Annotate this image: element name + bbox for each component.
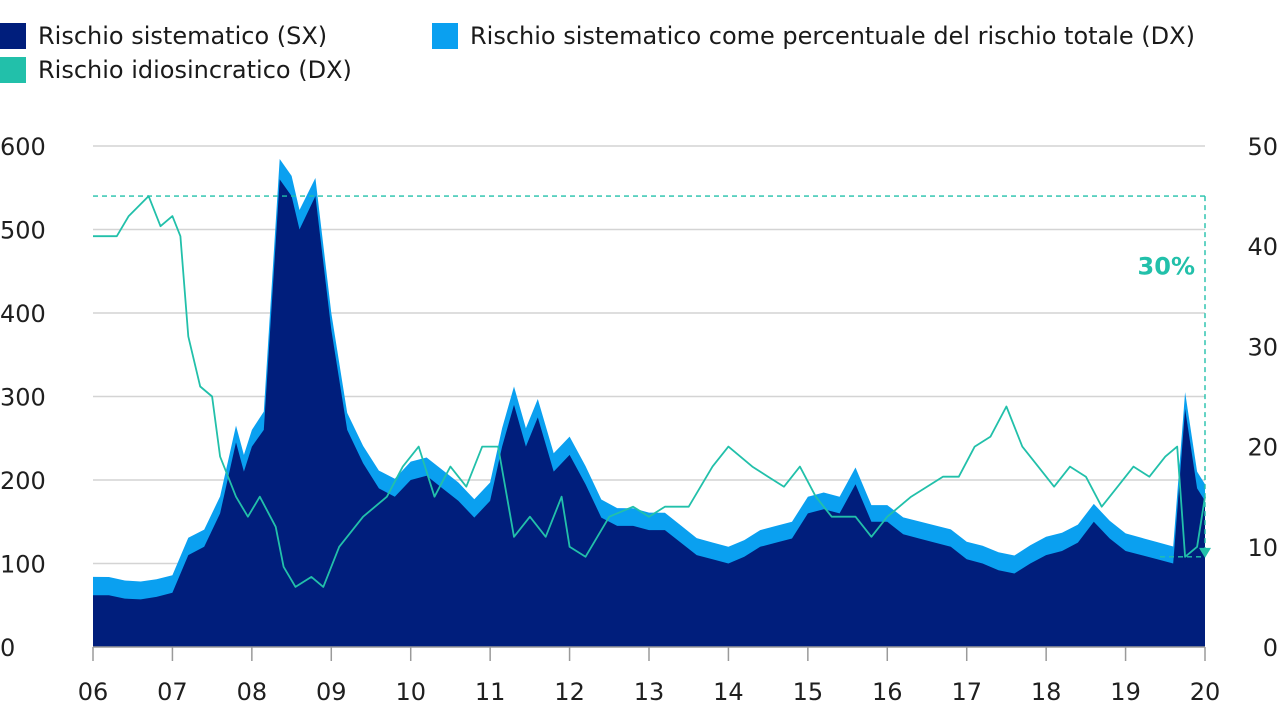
y-right-tick-label: 40: [1247, 233, 1278, 261]
series-area-systematic: [93, 179, 1205, 647]
x-tick-label: 13: [634, 678, 665, 706]
annotation-layer: 30%: [93, 195, 1211, 558]
x-tick-label: 10: [395, 678, 426, 706]
y-left-tick-label: 100: [0, 551, 46, 579]
x-tick-label: 07: [157, 678, 188, 706]
y-right-tick-label: 0: [1263, 634, 1278, 662]
x-tick-label: 14: [713, 678, 744, 706]
x-tick-label: 09: [316, 678, 347, 706]
legend-label-systematic: Rischio sistematico (SX): [38, 22, 328, 50]
legend-swatch-idiosyncratic: [0, 57, 26, 83]
chart-legend: Rischio sistematico (SX) Rischio idiosin…: [0, 18, 1280, 88]
y-left-tick-label: 400: [0, 300, 46, 328]
line-layer: [93, 195, 1206, 588]
x-tick-label: 20: [1190, 678, 1221, 706]
y-right-tick-label: 30: [1247, 333, 1278, 361]
y-left-tick-label: 300: [0, 384, 46, 412]
x-tick-label: 19: [1110, 678, 1141, 706]
annotation-arrow-icon: [1199, 547, 1211, 558]
y-left-tick-label: 200: [0, 467, 46, 495]
legend-swatch-share: [432, 23, 458, 49]
y-right-tick-label: 20: [1247, 434, 1278, 462]
area-layer: [93, 159, 1205, 647]
legend-label-idiosyncratic: Rischio idiosincratico (DX): [38, 56, 352, 84]
annotation-label: 30%: [1138, 252, 1195, 280]
legend-item-idiosyncratic: Rischio idiosincratico (DX): [0, 56, 352, 84]
y-left-tick-label: 600: [0, 133, 46, 161]
x-tick-label: 17: [951, 678, 982, 706]
x-tick-label: 18: [1031, 678, 1062, 706]
y-right-tick-label: 10: [1247, 534, 1278, 562]
x-tick-label: 16: [872, 678, 903, 706]
y-left-tick-label: 500: [0, 217, 46, 245]
legend-item-systematic: Rischio sistematico (SX): [0, 22, 327, 50]
x-tick-label: 12: [554, 678, 585, 706]
y-right-tick-label: 50: [1247, 133, 1278, 161]
x-tick-label: 06: [78, 678, 109, 706]
x-tick-label: 11: [475, 678, 506, 706]
legend-label-share: Rischio sistematico come percentuale del…: [470, 22, 1195, 50]
x-tick-label: 15: [793, 678, 824, 706]
legend-swatch-systematic: [0, 23, 26, 49]
legend-item-share: Rischio sistematico come percentuale del…: [432, 22, 1195, 50]
series-line-idiosyncratic: [93, 195, 1206, 588]
y-left-tick-label: 0: [0, 634, 15, 662]
x-tick-label: 08: [237, 678, 268, 706]
axis-layer: 0 100 200 300 400 500 600 0 10 20 30 40 50 06 07 08 09 10…: [0, 133, 1278, 706]
